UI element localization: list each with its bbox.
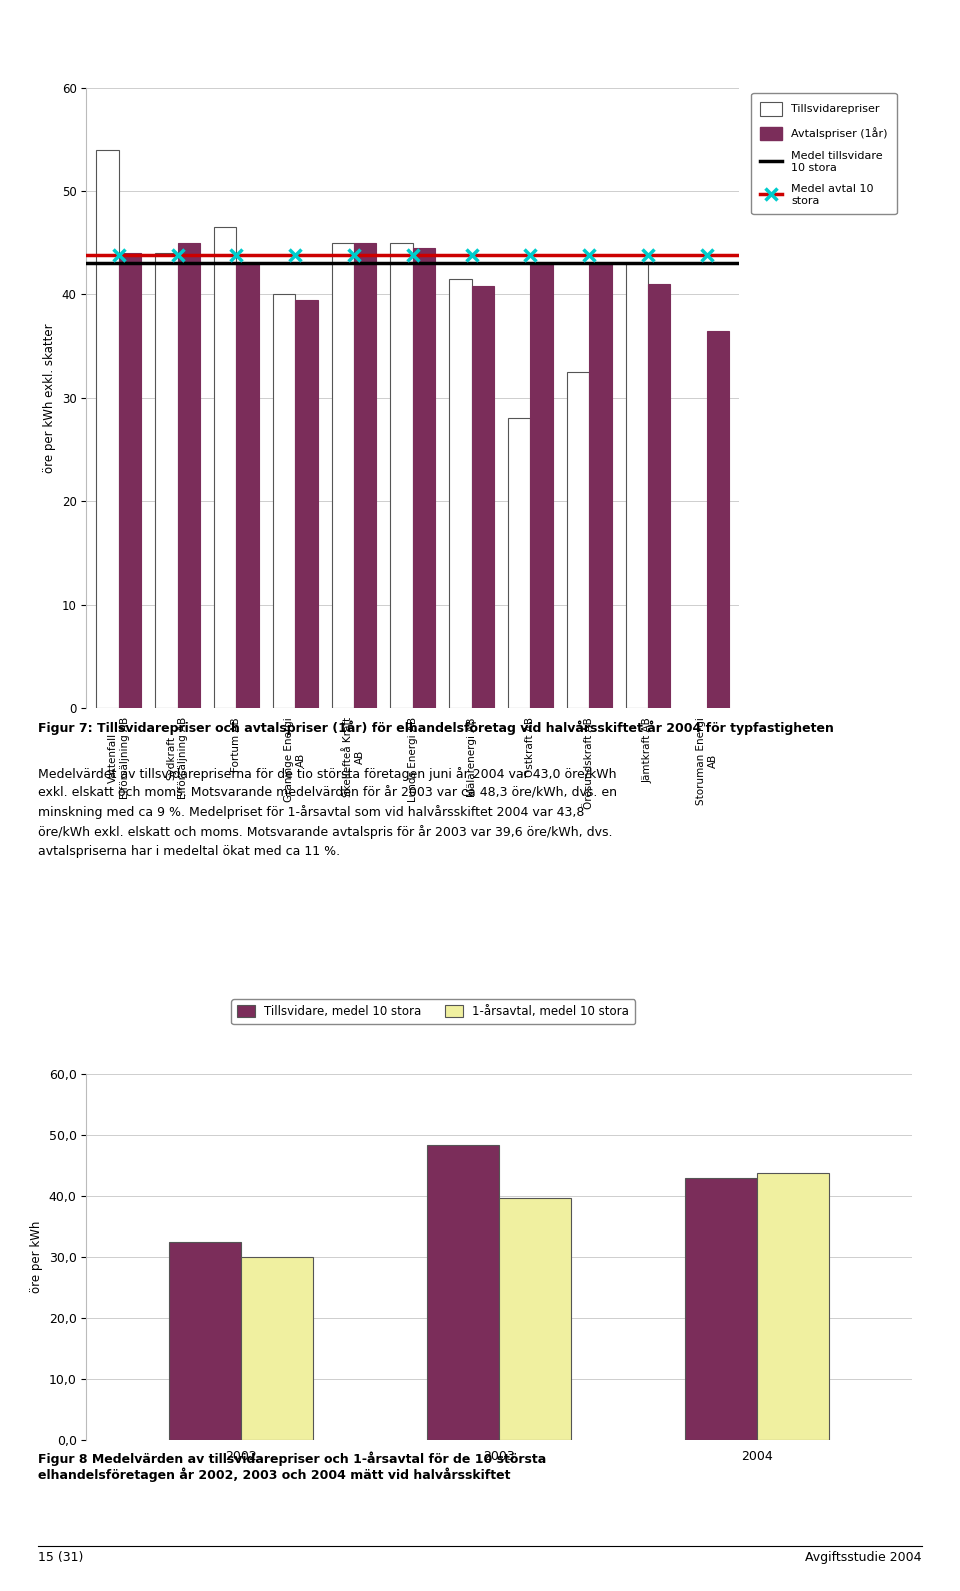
Text: Medelvärdet av tillsvidarepriserna för de tio största företagen juni år 2004 var: Medelvärdet av tillsvidarepriserna för d… xyxy=(38,767,617,858)
Y-axis label: öre per kWh exkl. skatter: öre per kWh exkl. skatter xyxy=(43,323,57,473)
Bar xyxy=(626,263,648,708)
Bar xyxy=(567,372,589,708)
Bar xyxy=(178,242,200,708)
Legend: Tillsvidarepriser, Avtalspriser (1år), Medel tillsvidare
10 stora, Medel avtal 1: Tillsvidarepriser, Avtalspriser (1år), M… xyxy=(752,92,897,215)
Bar xyxy=(354,242,376,708)
Bar xyxy=(508,418,531,708)
Bar xyxy=(684,1177,757,1440)
Bar xyxy=(295,299,318,708)
Bar xyxy=(413,248,435,708)
Bar xyxy=(156,253,178,708)
Bar xyxy=(499,1198,571,1440)
Legend: Tillsvidare, medel 10 stora, 1-årsavtal, medel 10 stora: Tillsvidare, medel 10 stora, 1-årsavtal,… xyxy=(231,999,636,1025)
Bar xyxy=(471,286,494,708)
Bar xyxy=(273,294,295,708)
Bar xyxy=(531,263,553,708)
Bar xyxy=(96,150,119,708)
Text: Figur 7: Tillsvidarepriser och avtalspriser (1år) för elhandelsföretag vid halvå: Figur 7: Tillsvidarepriser och avtalspri… xyxy=(38,721,834,735)
Text: Figur 8 Medelvärden av tillsvidarepriser och 1-årsavtal för de 10 största
elhand: Figur 8 Medelvärden av tillsvidarepriser… xyxy=(38,1451,546,1483)
Text: 15 (31): 15 (31) xyxy=(38,1551,84,1564)
Bar xyxy=(391,242,413,708)
Bar xyxy=(169,1241,241,1440)
Bar xyxy=(707,331,730,708)
Text: Avgiftsstudie 2004: Avgiftsstudie 2004 xyxy=(805,1551,922,1564)
Bar xyxy=(119,253,141,708)
Bar xyxy=(427,1146,499,1440)
Bar xyxy=(449,278,471,708)
Bar xyxy=(757,1173,829,1440)
Bar xyxy=(331,242,354,708)
Bar xyxy=(648,283,670,708)
Bar xyxy=(236,263,258,708)
Bar xyxy=(214,228,236,708)
Bar xyxy=(589,263,612,708)
Y-axis label: öre per kWh: öre per kWh xyxy=(30,1220,43,1293)
Bar xyxy=(241,1257,313,1440)
